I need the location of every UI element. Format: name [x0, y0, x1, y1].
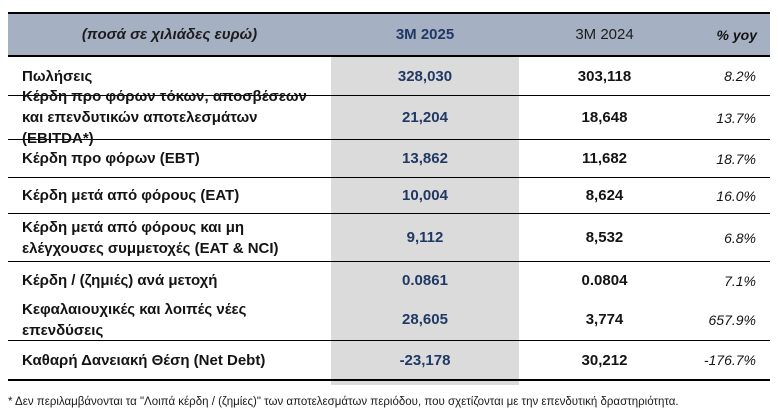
value-yoy: 6.8%	[724, 229, 756, 246]
value-3m2024: 303,118	[577, 67, 632, 85]
value-yoy: 16.0%	[716, 187, 756, 204]
row-label: Κέρδη / (ζημιές) ανά μετοχή	[22, 272, 218, 289]
table-row-net-debt: Καθαρή Δανειακή Θέση (Net Debt) -23,178 …	[8, 341, 770, 381]
table-row-sales: Πωλήσεις 328,030 303,118 8.2%	[8, 57, 770, 96]
value-yoy: 7.1%	[724, 272, 756, 289]
table-row-ebitda: Κέρδη προ φόρων τόκων, αποσβέσεων και επ…	[8, 88, 770, 147]
value-yoy: 657.9%	[708, 311, 756, 328]
row-label: Πωλήσεις	[22, 67, 93, 85]
value-3m2025: -23,178	[399, 351, 451, 369]
table-row-capex: Κεφαλαιουχικές και λοιπές νέες επενδύσει…	[8, 299, 770, 341]
value-3m2024: 0.0804	[581, 272, 628, 289]
value-3m2024: 18,648	[581, 109, 628, 126]
value-3m2024: 8,532	[585, 229, 624, 246]
value-yoy: -176.7%	[703, 352, 756, 368]
value-yoy: 18.7%	[716, 150, 756, 167]
row-label: Κεφαλαιουχικές και λοιπές νέες επενδύσει…	[22, 300, 247, 339]
value-3m2025: 28,605	[402, 311, 448, 328]
value-3m2024: 30,212	[581, 351, 628, 369]
table-header-row: (ποσά σε χιλιάδες ευρώ) 3M 2025 3M 2024 …	[8, 12, 770, 57]
value-3m2024: 3,774	[585, 311, 624, 328]
header-units-label: (ποσά σε χιλιάδες ευρώ)	[81, 26, 258, 43]
table-body: Πωλήσεις 328,030 303,118 8.2% Κέρδη προ …	[8, 57, 770, 381]
table-row-ebt: Κέρδη προ φόρων (EBT) 13,862 11,682 18.7…	[8, 140, 770, 178]
header-col-3m2025: 3M 2025	[395, 26, 455, 43]
table-row-eat-nci: Κέρδη μετά από φόρους και μη ελέγχουσες …	[8, 214, 770, 262]
value-yoy: 8.2%	[724, 68, 756, 84]
header-col-3m2024: 3M 2024	[575, 26, 634, 43]
row-label: Κέρδη προ φόρων τόκων, αποσβέσεων και επ…	[22, 88, 307, 147]
highlight-column-3m2025	[331, 57, 519, 385]
value-3m2024: 11,682	[581, 150, 628, 167]
value-yoy: 13.7%	[716, 109, 756, 126]
row-label: Κέρδη μετά από φόρους (EAT)	[22, 187, 240, 204]
value-3m2025: 0.0861	[402, 272, 448, 289]
value-3m2025: 13,862	[402, 150, 448, 167]
ebitda-footnote: * Δεν περιλαμβάνονται τα "Λοιπά κέρδη / …	[8, 396, 679, 408]
value-3m2025: 10,004	[402, 187, 448, 204]
header-col-yoy: % yoy	[716, 26, 757, 43]
value-3m2024: 8,624	[585, 187, 624, 204]
table-row-eps: Κέρδη / (ζημιές) ανά μετοχή 0.0861 0.080…	[8, 262, 770, 299]
value-3m2025: 9,112	[406, 229, 444, 246]
row-label: Κέρδη μετά από φόρους και μη ελέγχουσες …	[22, 218, 279, 257]
financial-results-table: (ποσά σε χιλιάδες ευρώ) 3M 2025 3M 2024 …	[8, 12, 770, 385]
value-3m2025: 328,030	[397, 67, 453, 85]
row-label: Κέρδη προ φόρων (EBT)	[22, 150, 200, 167]
table-row-eat: Κέρδη μετά από φόρους (EAT) 10,004 8,624…	[8, 178, 770, 214]
row-label: Καθαρή Δανειακή Θέση (Net Debt)	[22, 351, 266, 369]
value-3m2025: 21,204	[402, 109, 448, 126]
